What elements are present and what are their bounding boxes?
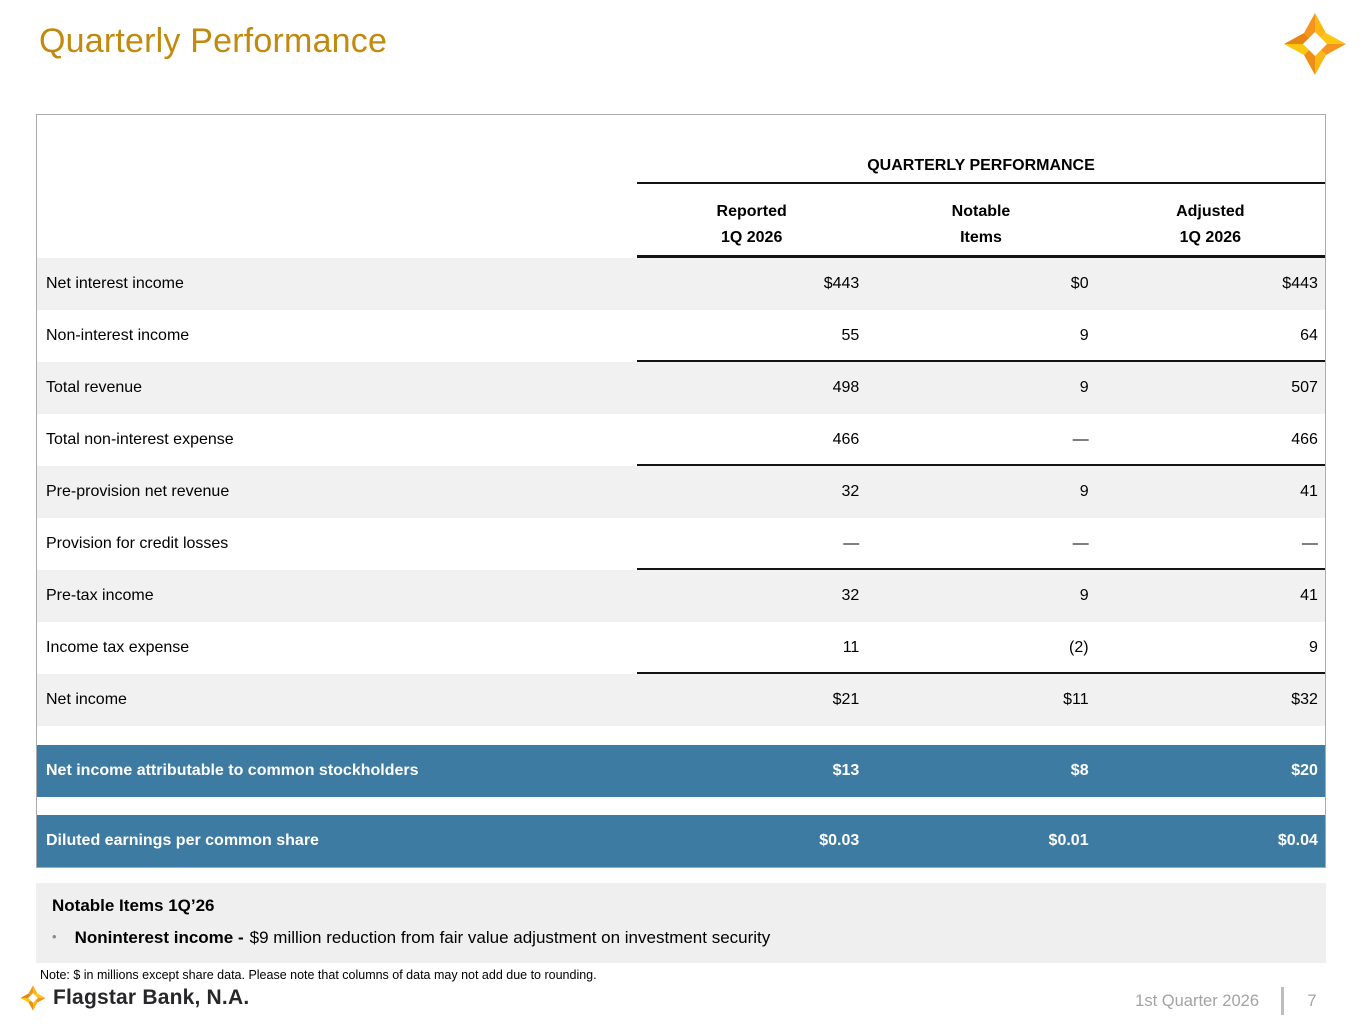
notable-items-callout: Notable Items 1Q’26 • Noninterest income… (36, 883, 1326, 963)
row-label: Provision for credit losses (46, 535, 229, 552)
row-label: Total revenue (46, 379, 143, 396)
cell-adjusted: $20 (1291, 762, 1318, 779)
cell-adjusted: 507 (1291, 379, 1318, 396)
footer-meta-block: 1st Quarter 2026 7 (1135, 987, 1321, 1015)
table-row: Net income $21 $11 $32 (37, 672, 1325, 726)
cell-reported: $13 (832, 762, 860, 779)
table-row: Pre-tax income 32 9 41 (37, 568, 1325, 622)
row-label: Net interest income (46, 275, 184, 292)
cell-notable: $8 (1070, 762, 1089, 779)
highlight-row-diluted-eps: Diluted earnings per common share $0.03 … (37, 815, 1325, 867)
table-group-header: QUARTERLY PERFORMANCE (867, 157, 1095, 174)
page-title: Quarterly Performance (39, 22, 388, 60)
table-row: Total non-interest expense 466 — 466 (37, 414, 1325, 466)
cell-adjusted: $443 (1282, 275, 1318, 292)
row-label: Income tax expense (46, 639, 190, 656)
row-spacer (37, 797, 1325, 815)
row-label: Pre-tax income (46, 587, 154, 604)
flagstar-star-icon (20, 985, 46, 1011)
cell-notable: 9 (1079, 483, 1089, 500)
column-headers: Reported 1Q 2026 Notable Items Adjusted … (637, 195, 1325, 255)
cell-adjusted: 41 (1300, 483, 1318, 500)
highlight-row-net-income-common: Net income attributable to common stockh… (37, 745, 1325, 797)
table-row: Net interest income $443 $0 $443 (37, 258, 1325, 310)
bullet-description: $9 million reduction from fair value adj… (249, 928, 771, 947)
footnote: Note: $ in millions except share data. P… (40, 968, 597, 982)
footer-quarter-label: 1st Quarter 2026 (1135, 991, 1259, 1010)
table-row: Non-interest income 55 9 64 (37, 310, 1325, 362)
row-label: Total non-interest expense (46, 431, 234, 448)
cell-adjusted: $32 (1291, 691, 1318, 708)
cell-adjusted: 466 (1291, 431, 1318, 448)
subtotal-rule (637, 464, 1325, 466)
cell-notable: — (1072, 431, 1089, 448)
footer-divider (1281, 987, 1284, 1015)
cell-reported: $21 (832, 691, 860, 708)
notable-items-heading: Notable Items 1Q’26 (52, 896, 215, 915)
cell-notable: (2) (1069, 639, 1089, 656)
cell-adjusted: 64 (1300, 327, 1318, 344)
table-row: Income tax expense 11 (2) 9 (37, 622, 1325, 674)
subtotal-rule (637, 360, 1325, 362)
cell-notable: $11 (1063, 691, 1089, 708)
bullet-icon: • (52, 929, 57, 944)
row-label: Non-interest income (46, 327, 190, 344)
column-header-adjusted: Adjusted 1Q 2026 (1176, 203, 1245, 246)
cell-reported: $443 (823, 275, 860, 292)
row-label: Pre-provision net revenue (46, 483, 230, 500)
subtotal-rule (637, 568, 1325, 570)
table-row: Provision for credit losses — — — (37, 518, 1325, 570)
notable-items-bullet: • Noninterest income - $9 million reduct… (52, 928, 770, 948)
page-number: 7 (1307, 991, 1317, 1010)
cell-notable: $0.01 (1048, 832, 1089, 849)
row-label: Net income (46, 691, 127, 708)
flagstar-star-icon (1284, 13, 1346, 75)
cell-adjusted: $0.04 (1277, 832, 1318, 849)
quarterly-performance-table: QUARTERLY PERFORMANCE Reported 1Q 2026 N… (36, 114, 1326, 868)
cell-reported: 32 (841, 587, 860, 604)
cell-adjusted: 41 (1300, 587, 1318, 604)
table-row: Total revenue 498 9 507 (37, 360, 1325, 414)
cell-reported: 466 (832, 431, 860, 448)
cell-notable: 9 (1079, 379, 1089, 396)
cell-reported: 32 (841, 483, 860, 500)
cell-reported: $0.03 (819, 832, 860, 849)
row-label: Net income attributable to common stockh… (46, 762, 419, 779)
footer-brand-name: Flagstar Bank, N.A. (53, 986, 250, 1009)
subtotal-rule (637, 672, 1325, 674)
row-spacer (37, 726, 1325, 745)
cell-notable: 9 (1079, 327, 1089, 344)
column-header-reported: Reported 1Q 2026 (716, 203, 787, 246)
cell-adjusted: 9 (1308, 639, 1318, 656)
cell-notable: 9 (1079, 587, 1089, 604)
cell-reported: 11 (842, 639, 860, 656)
cell-adjusted: — (1301, 535, 1318, 552)
row-label: Diluted earnings per common share (46, 832, 319, 849)
table-rows: Net interest income $443 $0 $443 Non-int… (37, 258, 1325, 867)
column-header-notable: Notable Items (951, 203, 1011, 246)
footer-brand-block: Flagstar Bank, N.A. (20, 985, 249, 1011)
bullet-term: Noninterest income - (74, 928, 244, 947)
group-header-underline (637, 182, 1325, 184)
cell-notable: $0 (1070, 275, 1089, 292)
cell-reported: 55 (841, 327, 860, 344)
table-row: Pre-provision net revenue 32 9 41 (37, 464, 1325, 518)
cell-reported: — (843, 535, 860, 552)
header-thick-rule (637, 255, 1325, 258)
cell-notable: — (1072, 535, 1089, 552)
cell-reported: 498 (832, 379, 860, 396)
